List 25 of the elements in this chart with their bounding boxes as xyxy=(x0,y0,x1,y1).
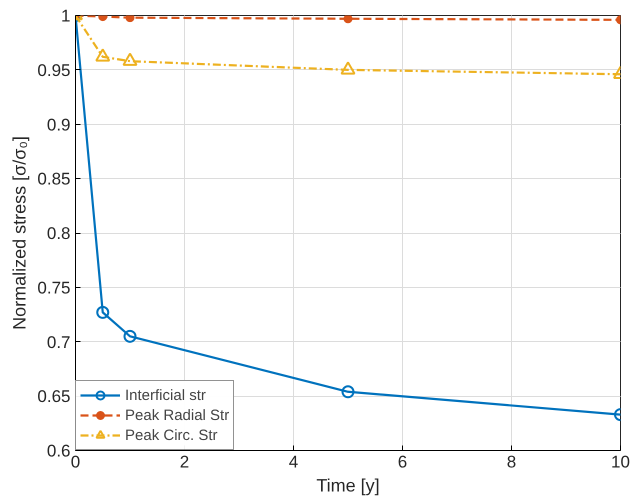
legend-label: Peak Circ. Str xyxy=(125,426,218,444)
x-tick-label: 4 xyxy=(288,452,298,472)
y-tick-label: 0.85 xyxy=(37,170,71,189)
y-tick-label: 1 xyxy=(61,6,71,26)
point xyxy=(342,385,354,398)
x-axis-title: Time [y] xyxy=(316,476,380,496)
legend-label: Interficial str xyxy=(125,386,206,404)
y-tick-label: 0.75 xyxy=(37,278,71,298)
x-tick-label: 8 xyxy=(506,452,516,472)
point xyxy=(344,16,352,24)
x-tick-label: 6 xyxy=(398,452,408,472)
point xyxy=(96,306,110,319)
point xyxy=(126,16,134,22)
y-tick-label: 0.9 xyxy=(46,115,71,134)
legend-label: Peak Radial Str xyxy=(125,406,230,424)
y-tick-label: 0.8 xyxy=(46,224,71,243)
y-axis-title: Normalized stress [σ/σ₀] xyxy=(9,136,30,330)
x-tick-label: 10 xyxy=(611,452,630,472)
y-tick-label: 0.95 xyxy=(37,60,71,80)
x-tick-label: 0 xyxy=(70,452,80,472)
point xyxy=(124,330,136,343)
y-tick-label: 0.65 xyxy=(37,387,71,406)
y-tick-label: 0.6 xyxy=(46,442,71,460)
x-tick-label: 2 xyxy=(180,452,190,472)
y-tick-label: 0.7 xyxy=(46,332,71,352)
